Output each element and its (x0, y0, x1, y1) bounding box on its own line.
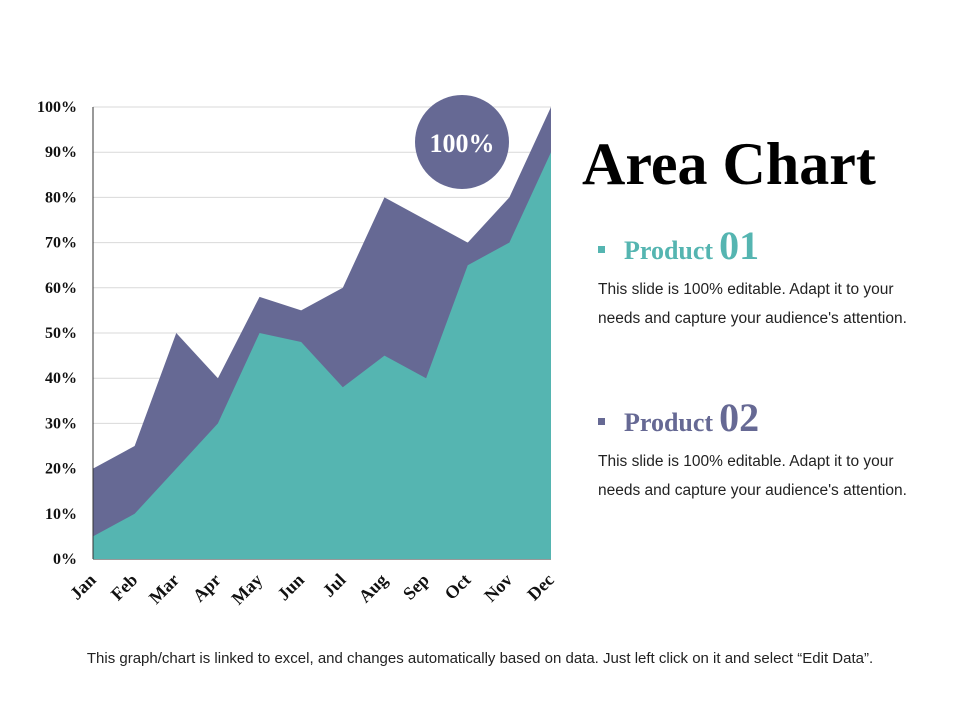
y-tick-label: 10% (45, 506, 77, 523)
product-02-description: This slide is 100% editable. Adapt it to… (598, 453, 907, 499)
product-01-description: This slide is 100% editable. Adapt it to… (598, 281, 907, 327)
footnote: This graph/chart is linked to excel, and… (86, 650, 874, 667)
product-02-heading: Product 02 (598, 394, 928, 441)
bullet-icon (598, 246, 605, 253)
product-01-name: Product (624, 236, 714, 265)
x-tick-label: Dec (523, 570, 558, 605)
y-tick-label: 20% (45, 461, 77, 478)
x-tick-label: Apr (189, 570, 225, 606)
x-tick-label: Sep (399, 570, 433, 604)
y-tick-labels: 0% 10% 20% 30% 40% 50% 60% 70% 80% 90% 100% (37, 99, 77, 568)
y-tick-label: 60% (45, 280, 77, 297)
product-02-name: Product (624, 408, 714, 437)
x-tick-label: Mar (145, 570, 183, 608)
product-01-heading: Product 01 (598, 222, 928, 269)
y-tick-label: 50% (45, 325, 77, 342)
x-tick-label: Jan (66, 570, 100, 604)
chart-areas (93, 107, 551, 559)
x-tick-label: Jun (273, 570, 308, 605)
x-tick-label: Feb (107, 570, 142, 605)
product-01-block: Product 01 This slide is 100% editable. … (598, 222, 928, 333)
slide-title: Area Chart (582, 131, 876, 197)
value-badge: 100% (415, 95, 509, 189)
y-tick-label: 70% (45, 235, 77, 252)
product-02-number: 02 (719, 395, 760, 440)
product-02-block: Product 02 This slide is 100% editable. … (598, 394, 928, 505)
y-tick-label: 40% (45, 370, 77, 387)
x-tick-label: Oct (441, 570, 475, 604)
x-tick-labels: Jan Feb Mar Apr May Jun Jul Aug Sep Oct Nov Dec (66, 570, 558, 609)
y-tick-label: 80% (45, 189, 77, 206)
x-tick-label: May (227, 570, 266, 609)
y-tick-label: 90% (45, 144, 77, 161)
x-tick-label: Jul (319, 570, 350, 601)
badge-label: 100% (430, 129, 495, 158)
x-tick-label: Nov (480, 570, 516, 606)
x-tick-label: Aug (355, 570, 392, 607)
product-01-number: 01 (719, 223, 760, 268)
area-series-2 (93, 152, 551, 559)
y-tick-label: 0% (53, 551, 77, 568)
badge-circle (415, 95, 509, 189)
y-tick-label: 100% (37, 99, 77, 116)
bullet-icon (598, 418, 605, 425)
y-tick-label: 30% (45, 415, 77, 432)
